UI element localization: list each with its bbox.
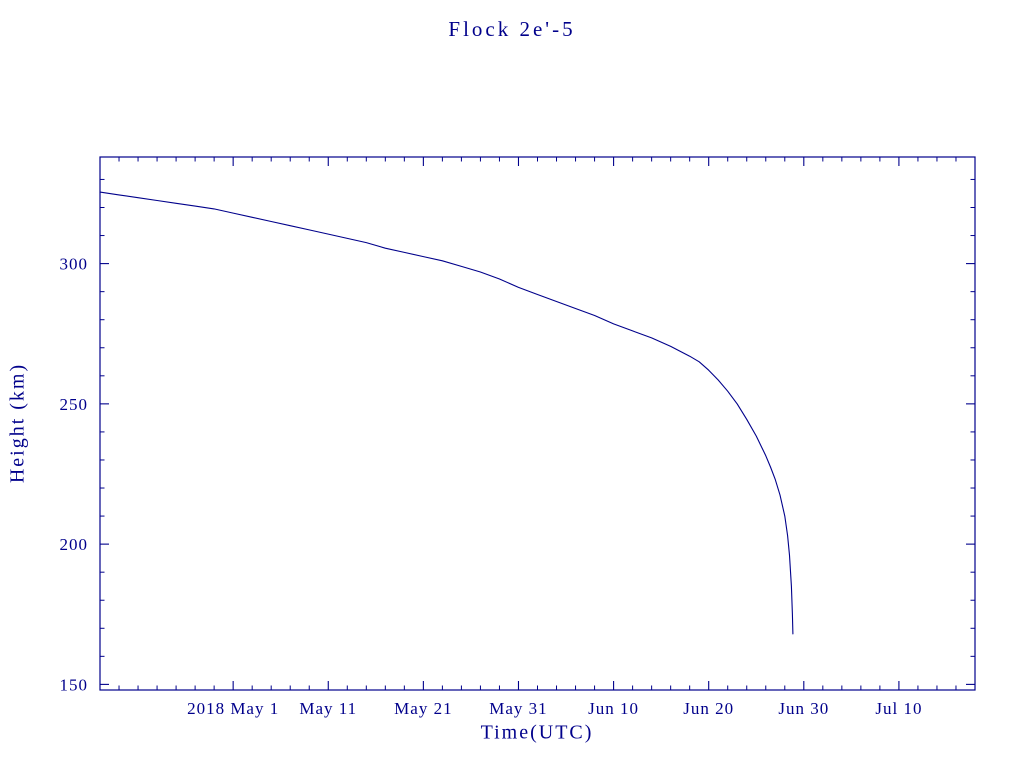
x-tick-label: 2018 May 1	[187, 699, 279, 718]
x-axis-label: Time(UTC)	[480, 721, 594, 744]
chart-title: Flock 2e'-5	[448, 17, 576, 41]
x-tick-label: Jun 30	[778, 699, 829, 718]
x-tick-label: Jun 10	[588, 699, 639, 718]
y-tick-label: 250	[60, 395, 89, 414]
y-tick-label: 200	[60, 535, 89, 554]
y-tick-label: 150	[60, 675, 89, 694]
y-tick-label: 300	[60, 255, 89, 274]
height-decay-line	[99, 191, 794, 635]
x-tick-label: Jul 10	[875, 699, 922, 718]
x-tick-label: Jun 20	[683, 699, 734, 718]
plot-frame	[99, 156, 976, 691]
x-tick-label: May 31	[489, 699, 547, 718]
y-axis-label: Height (km)	[6, 362, 29, 484]
x-tick-label: May 11	[299, 699, 357, 718]
x-tick-label: May 21	[394, 699, 452, 718]
